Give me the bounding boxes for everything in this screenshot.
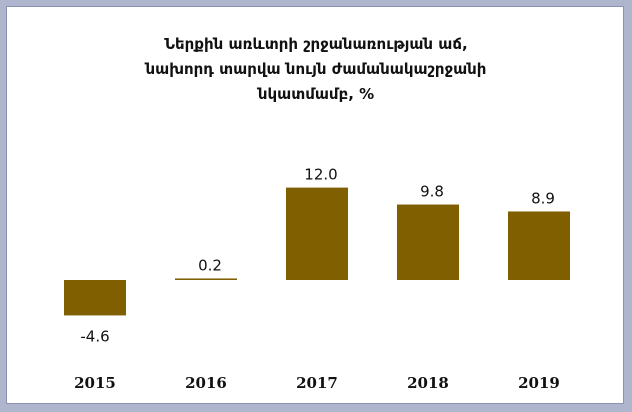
data-label-2017: 12.0 [304, 166, 337, 184]
chart-title-line-3: նկատմամբ, % [257, 85, 375, 103]
category-label-2015: 2015 [74, 374, 116, 392]
chart-title: Ներքին առևտրի շրջանառության աճ, նախորդ տ… [0, 32, 632, 107]
category-label-2017: 2017 [296, 374, 338, 392]
chart-title-line-1: Ներքին առևտրի շրջանառության աճ, [164, 35, 468, 53]
category-label-2016: 2016 [185, 374, 227, 392]
chart-title-line-2: նախորդ տարվա նույն ժամանակաշրջանի [145, 60, 487, 78]
bar-2015 [64, 280, 126, 316]
bar-2017 [286, 187, 348, 280]
category-label-2018: 2018 [407, 374, 449, 392]
bar-2016 [175, 278, 237, 280]
data-label-2018: 9.8 [420, 183, 444, 201]
data-label-2015: -4.6 [80, 327, 109, 345]
bar-2019 [508, 211, 570, 280]
bar-2018 [397, 204, 459, 280]
data-label-2016: 0.2 [198, 256, 222, 274]
category-label-2019: 2019 [518, 374, 560, 392]
data-label-2019: 8.9 [531, 189, 555, 207]
